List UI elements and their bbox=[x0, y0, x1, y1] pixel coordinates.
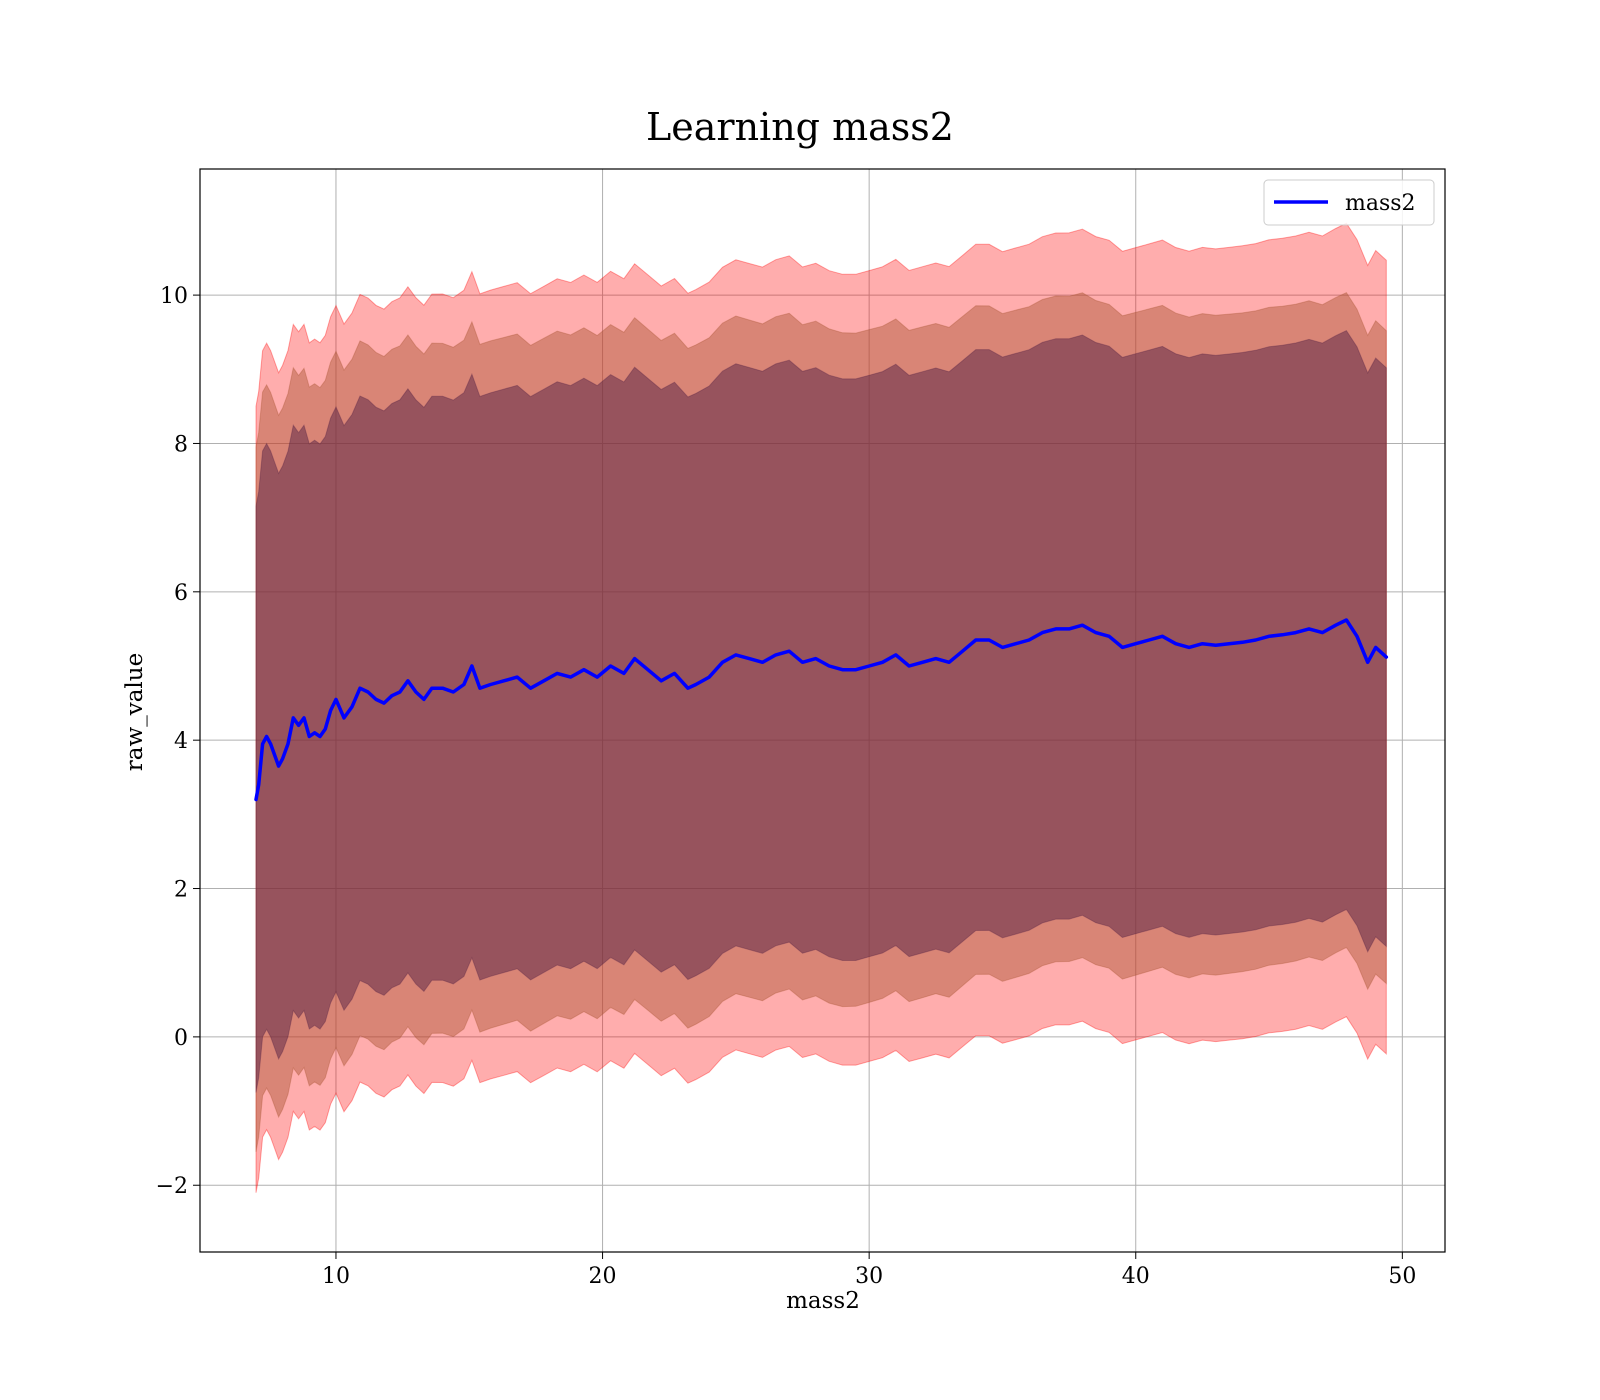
series-line-mass2 bbox=[254, 618, 1389, 802]
y-axis-ticks: −2 0 2 4 6 8 10 bbox=[156, 284, 200, 1199]
confidence-bands bbox=[255, 222, 1387, 1193]
y-tick-label-6: 10 bbox=[160, 284, 188, 309]
legend: mass2 bbox=[1263, 179, 1435, 226]
x-axis-label: mass2 bbox=[786, 1288, 860, 1314]
x-tick-label-2: 30 bbox=[855, 1264, 883, 1289]
plot-frame bbox=[199, 168, 1446, 1253]
y-tick-label-1: 0 bbox=[174, 1026, 188, 1051]
series-line-layer bbox=[254, 618, 1389, 802]
y-tick-label-4: 6 bbox=[174, 581, 188, 606]
y-tick-label-2: 2 bbox=[174, 878, 188, 903]
x-tick-label-3: 40 bbox=[1122, 1264, 1150, 1289]
chart-title: Learning mass2 bbox=[646, 105, 954, 149]
legend-box bbox=[1263, 179, 1435, 226]
y-tick-label-5: 8 bbox=[174, 432, 188, 457]
x-tick-label-1: 20 bbox=[589, 1264, 617, 1289]
y-tick-label-0: −2 bbox=[156, 1174, 188, 1199]
band-inner bbox=[255, 329, 1387, 1093]
y-tick-label-3: 4 bbox=[174, 729, 188, 754]
x-tick-label-4: 50 bbox=[1388, 1264, 1416, 1289]
x-tick-label-0: 10 bbox=[322, 1264, 350, 1289]
x-axis-ticks: 10 20 30 40 50 bbox=[322, 1252, 1416, 1289]
legend-label-mass2: mass2 bbox=[1345, 191, 1416, 216]
y-axis-label: raw_value bbox=[122, 653, 148, 771]
